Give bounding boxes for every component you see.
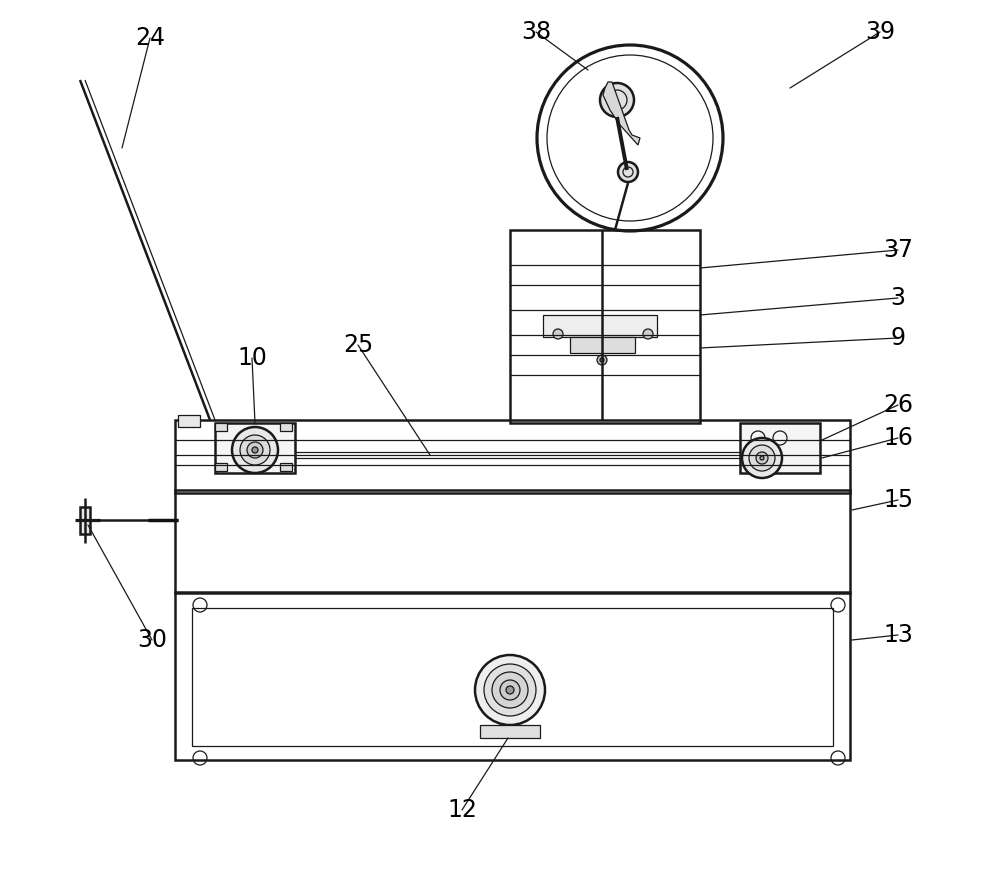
Bar xyxy=(192,608,833,746)
Circle shape xyxy=(600,83,634,117)
Text: 25: 25 xyxy=(343,333,373,357)
Circle shape xyxy=(643,329,653,339)
Text: 3: 3 xyxy=(891,286,906,310)
Text: 24: 24 xyxy=(135,26,165,50)
Text: 12: 12 xyxy=(447,798,477,822)
Circle shape xyxy=(506,686,514,694)
Text: 13: 13 xyxy=(883,623,913,647)
Circle shape xyxy=(760,456,764,460)
Text: 39: 39 xyxy=(865,20,895,44)
Circle shape xyxy=(484,664,536,716)
Circle shape xyxy=(618,162,638,182)
Circle shape xyxy=(232,427,278,473)
Text: 10: 10 xyxy=(237,346,267,370)
Polygon shape xyxy=(603,82,640,145)
Bar xyxy=(175,490,850,593)
Bar xyxy=(570,337,635,353)
Circle shape xyxy=(756,452,768,464)
Bar xyxy=(480,725,540,738)
Bar xyxy=(215,423,295,473)
Text: 26: 26 xyxy=(883,393,913,417)
Bar xyxy=(215,423,227,431)
Circle shape xyxy=(475,655,545,725)
Bar xyxy=(178,415,200,427)
Bar xyxy=(175,420,850,493)
Circle shape xyxy=(600,358,604,362)
Circle shape xyxy=(240,435,270,465)
Circle shape xyxy=(749,445,775,471)
Text: 38: 38 xyxy=(521,20,551,44)
Bar xyxy=(175,592,850,760)
Text: 16: 16 xyxy=(883,426,913,450)
Bar xyxy=(280,423,292,431)
Circle shape xyxy=(500,680,520,700)
Text: 15: 15 xyxy=(883,488,913,512)
Bar xyxy=(215,463,227,471)
Circle shape xyxy=(597,355,607,365)
Bar xyxy=(740,423,820,473)
Circle shape xyxy=(742,438,782,478)
Text: 9: 9 xyxy=(891,326,906,350)
Bar xyxy=(280,463,292,471)
Circle shape xyxy=(492,672,528,708)
Circle shape xyxy=(553,329,563,339)
Bar xyxy=(80,507,90,534)
Bar xyxy=(543,315,657,337)
Bar xyxy=(510,230,700,423)
Text: 30: 30 xyxy=(137,628,167,652)
Circle shape xyxy=(247,442,263,458)
Circle shape xyxy=(252,447,258,453)
Text: 37: 37 xyxy=(883,238,913,262)
